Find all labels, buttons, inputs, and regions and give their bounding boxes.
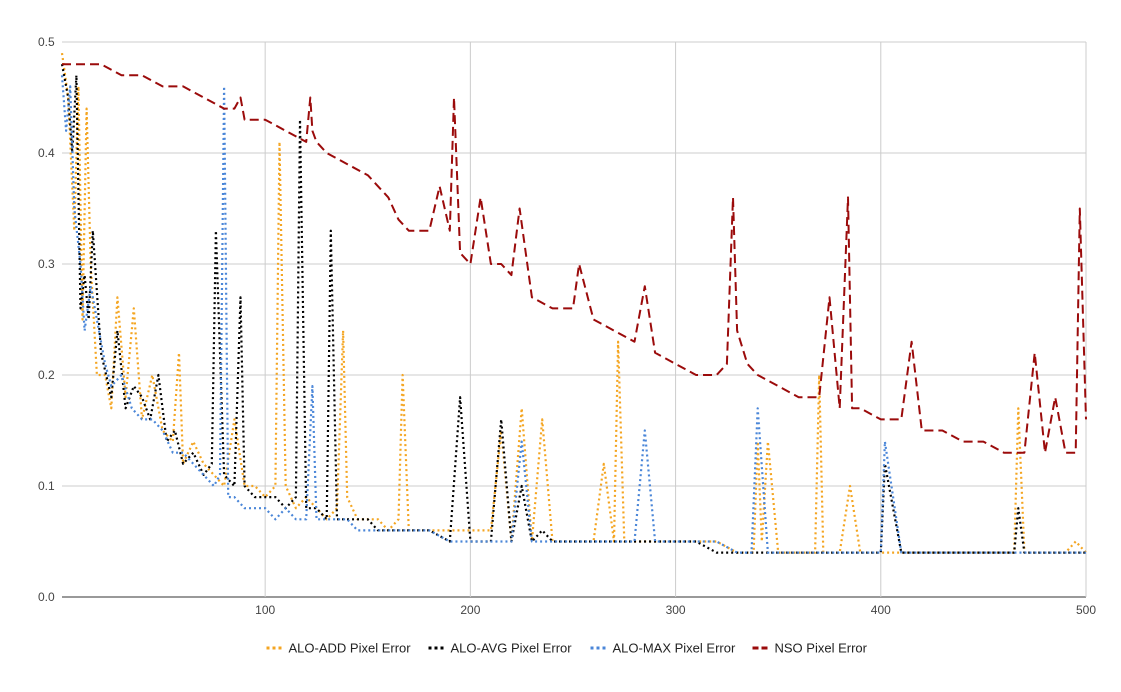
x-tick-label: 400 <box>871 603 891 617</box>
y-tick-label: 0.5 <box>38 35 55 49</box>
x-tick-label: 300 <box>666 603 686 617</box>
legend: ALO-ADD Pixel Error ALO-AVG Pixel Error AL… <box>266 641 868 656</box>
series-line-3 <box>62 63 1087 454</box>
y-tick-label: 0.0 <box>38 590 55 604</box>
x-tick-label: 100 <box>255 603 275 617</box>
y-tick-label: 0.4 <box>38 146 55 160</box>
series-line-2 <box>60 75 1086 554</box>
series-line-0 <box>60 52 1087 554</box>
series-line-1 <box>60 63 1086 554</box>
series-lines <box>60 52 1087 554</box>
y-tick-label: 0.1 <box>38 479 55 493</box>
y-tick-label: 0.3 <box>38 257 55 271</box>
x-tick-label: 500 <box>1076 603 1096 617</box>
x-tick-label: 200 <box>460 603 480 617</box>
legend-label: NSO Pixel Error <box>775 641 868 656</box>
axes: 0.0 0.1 0.2 0.3 0.4 0.5 100 200 300 400 500 <box>38 35 1096 617</box>
gridlines <box>62 41 1087 598</box>
legend-label: ALO-MAX Pixel Error <box>613 641 736 656</box>
y-tick-label: 0.2 <box>38 368 55 382</box>
legend-label: ALO-AVG Pixel Error <box>451 641 573 656</box>
legend-label: ALO-ADD Pixel Error <box>289 641 412 656</box>
